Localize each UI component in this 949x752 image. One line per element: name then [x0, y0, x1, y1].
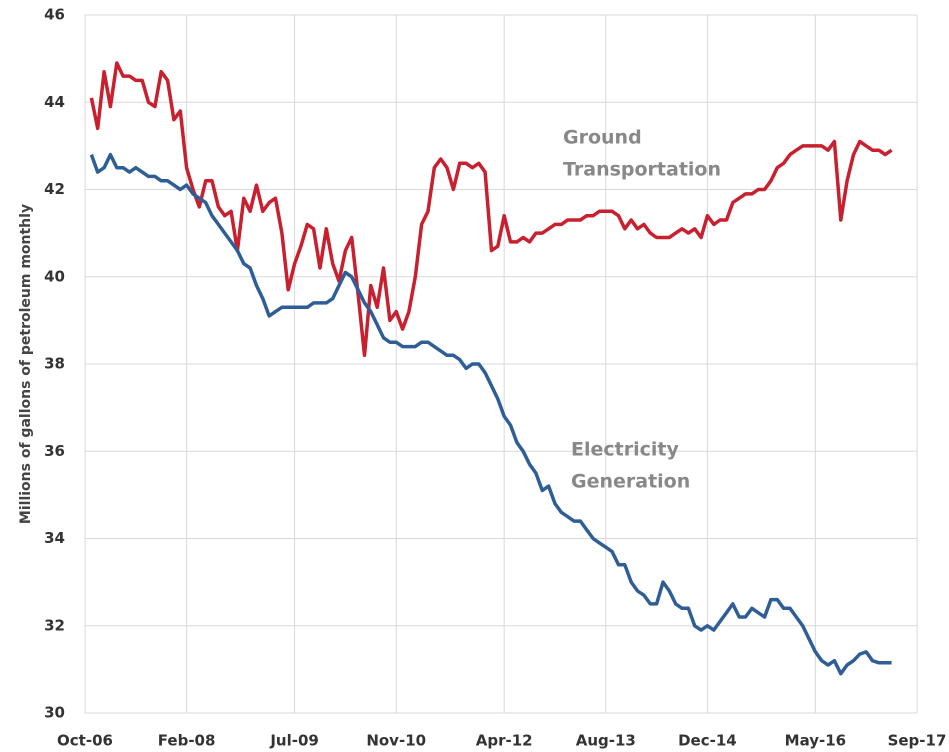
y-axis-label: Millions of gallons of petroleum monthly — [18, 204, 34, 524]
line-series — [89, 61, 893, 358]
x-tick-label: Oct-06 — [57, 732, 113, 750]
x-tick-label: Feb-08 — [158, 732, 216, 750]
y-tick-label: 44 — [44, 93, 65, 111]
annotation: Electricity — [571, 439, 679, 461]
x-tick-label: Jul-09 — [269, 732, 319, 750]
x-tick-label: Aug-13 — [576, 732, 636, 750]
x-tick-label: Sep-17 — [888, 732, 947, 750]
x-tick-label: Apr-12 — [476, 732, 533, 750]
y-tick-label: 36 — [44, 442, 65, 460]
y-tick-label: 32 — [44, 616, 65, 634]
y-tick-label: 38 — [44, 355, 65, 373]
annotation: Generation — [571, 471, 690, 493]
y-tick-label: 34 — [44, 529, 65, 547]
y-tick-label: 40 — [44, 267, 65, 285]
x-tick-label: May-16 — [785, 732, 846, 750]
x-tick-label: Dec-14 — [678, 732, 737, 750]
y-tick-label: 46 — [44, 6, 65, 24]
annotation: Ground — [563, 127, 642, 149]
line-series — [89, 152, 892, 676]
x-tick-label: Nov-10 — [366, 732, 426, 750]
annotation: Transportation — [563, 159, 721, 181]
y-tick-label: 30 — [44, 704, 65, 722]
y-tick-label: 42 — [44, 180, 65, 198]
